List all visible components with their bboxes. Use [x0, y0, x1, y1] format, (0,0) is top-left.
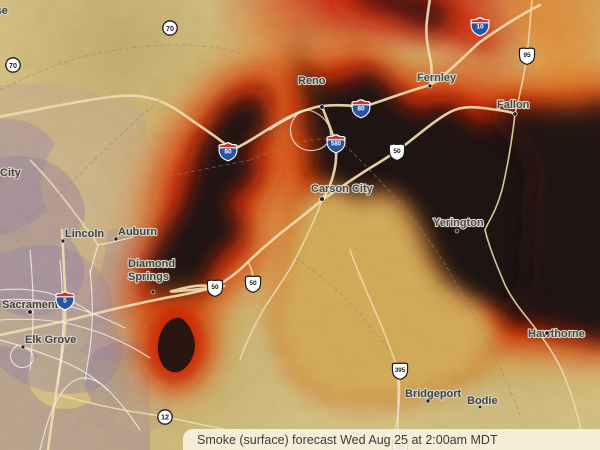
- svg-text:Auburn: Auburn: [118, 226, 157, 238]
- svg-text:50: 50: [393, 148, 401, 155]
- svg-text:Elk Grove: Elk Grove: [25, 334, 76, 346]
- svg-text:Carson City: Carson City: [311, 183, 374, 195]
- svg-text:Hawthorne: Hawthorne: [528, 328, 585, 340]
- svg-text:395: 395: [395, 367, 406, 374]
- svg-text:5: 5: [63, 297, 67, 304]
- svg-text:95: 95: [523, 52, 531, 59]
- svg-text:50: 50: [249, 280, 257, 287]
- svg-text:80: 80: [224, 148, 232, 155]
- svg-text:10: 10: [476, 23, 484, 30]
- svg-text:Diamond: Diamond: [128, 258, 175, 270]
- svg-text:580: 580: [331, 141, 342, 147]
- svg-text:Yerington: Yerington: [433, 217, 484, 229]
- svg-text:Paradise: Paradise: [0, 5, 8, 17]
- svg-text:Springs: Springs: [128, 271, 169, 283]
- svg-text:80: 80: [357, 105, 365, 112]
- svg-text:Reno: Reno: [298, 75, 326, 87]
- svg-text:City: City: [0, 167, 22, 179]
- svg-text:Fallon: Fallon: [497, 99, 530, 111]
- svg-text:Bridgeport: Bridgeport: [405, 388, 462, 400]
- svg-text:Bodie: Bodie: [467, 395, 498, 407]
- svg-text:Fernley: Fernley: [417, 72, 457, 84]
- svg-text:Lincoln: Lincoln: [65, 228, 104, 240]
- svg-text:12: 12: [161, 413, 169, 422]
- svg-text:50: 50: [211, 284, 219, 291]
